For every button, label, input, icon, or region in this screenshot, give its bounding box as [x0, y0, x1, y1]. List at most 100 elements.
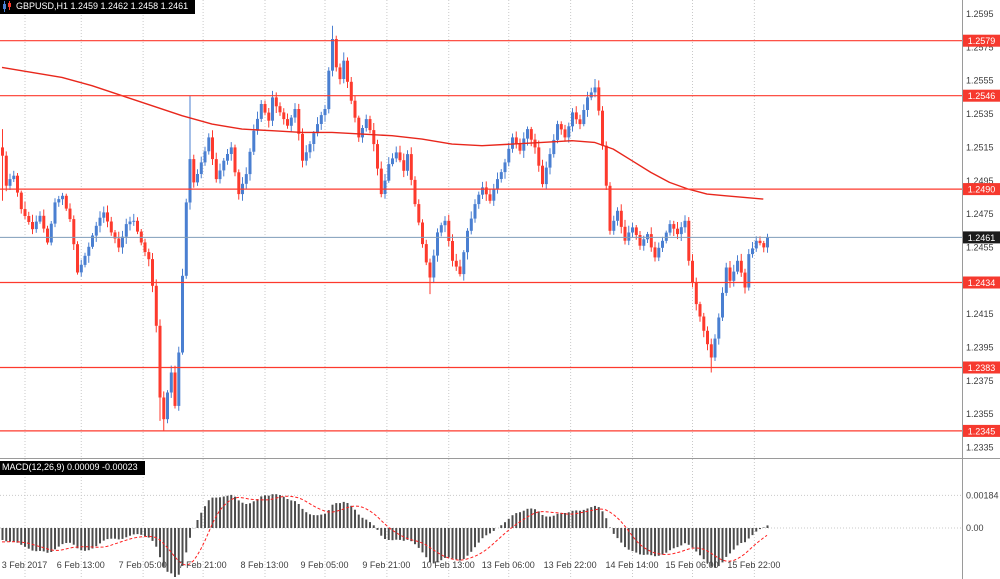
sr-badge-box [963, 34, 1000, 47]
candle-body [499, 172, 503, 179]
candle-body [53, 202, 57, 224]
candle-body [113, 232, 117, 239]
time-tick-label: 8 Feb 13:00 [240, 560, 288, 570]
candle-body [492, 189, 496, 201]
candle-body [559, 124, 563, 130]
candle-body [406, 154, 409, 171]
candle-body [143, 242, 147, 252]
candle-body [421, 222, 424, 245]
candle-body [222, 160, 226, 171]
candle-body [623, 226, 627, 241]
candle-body [394, 152, 398, 159]
candle-body [537, 147, 541, 166]
candle-body [526, 129, 529, 139]
macd-layer [0, 494, 962, 577]
candle-body [383, 180, 387, 194]
candle-body [417, 204, 421, 223]
candle-body [533, 139, 537, 148]
candle-body [758, 240, 762, 244]
candle-body [634, 227, 638, 235]
symbol-ohlc-text: GBPUSD,H1 1.2459 1.2462 1.2458 1.2461 [16, 1, 189, 11]
candles-layer [1, 25, 769, 431]
candle-body [154, 285, 158, 326]
candle-body [541, 165, 544, 185]
candle-body [567, 126, 571, 138]
candle-body [649, 234, 653, 248]
candle-body [274, 97, 278, 107]
candle-body [312, 133, 316, 144]
candle-body [447, 220, 451, 241]
candle-body [638, 235, 642, 246]
time-tick-label: 14 Feb 14:00 [605, 560, 658, 570]
candle-body [503, 162, 507, 173]
candle-body [668, 224, 672, 233]
candle-body [743, 272, 747, 288]
candle-body [398, 152, 402, 161]
time-tick-label: 15 Feb 22:00 [727, 560, 780, 570]
candle-body [342, 60, 346, 79]
candle-body [627, 232, 631, 241]
candle-body [166, 392, 169, 420]
candle-body [473, 204, 477, 219]
candle-body [488, 194, 492, 201]
candle-body [496, 179, 499, 189]
candle-body [297, 109, 301, 134]
candle-body [106, 212, 109, 222]
price-tick-label: 1.2575 [966, 42, 994, 52]
candle-body [34, 221, 38, 230]
candle-body [46, 228, 49, 243]
candle-body [188, 159, 192, 203]
candle-body [586, 97, 589, 110]
price-tick-label: 1.2515 [966, 142, 994, 152]
candle-body [289, 117, 293, 126]
time-tick-label: 3 Feb 2017 [2, 560, 48, 570]
sr-level-badge: 1.2579 [963, 34, 1000, 47]
candle-body [589, 92, 593, 98]
candle-body [316, 124, 319, 134]
candle-body [338, 67, 342, 80]
candle-body [278, 106, 282, 113]
candle-body [687, 220, 691, 261]
candle-body [413, 179, 417, 205]
macd-label-text: MACD(12,26,9) 0.00009 -0.00023 [2, 462, 138, 472]
candle-body [391, 158, 394, 165]
sr-badge-text: 1.2579 [968, 36, 996, 46]
candle-body [19, 192, 23, 210]
candle-body [199, 162, 203, 174]
candle-body [76, 244, 79, 273]
candle-body [574, 112, 578, 120]
candle-body [439, 225, 443, 233]
candle-body [736, 260, 739, 272]
time-tick-label: 10 Feb 13:00 [422, 560, 475, 570]
candle-body [12, 175, 16, 180]
candle-body [698, 304, 702, 317]
candle-body [124, 224, 128, 237]
current-price-badge: 1.2461 [963, 231, 1000, 244]
sr-level-badge: 1.2383 [963, 361, 1000, 374]
sr-badge-box [963, 183, 1000, 196]
candle-body [263, 104, 267, 113]
price-tick-label: 1.2335 [966, 443, 994, 453]
time-axis-labels: 3 Feb 2017 6 Feb 13:00 7 Feb 05:00 7 Feb 21… [2, 560, 781, 570]
candle-body [484, 187, 488, 195]
candle-body [443, 220, 447, 226]
candle-body [319, 115, 323, 124]
candle-body [271, 97, 274, 121]
sr-level-badge: 1.2434 [963, 276, 1000, 289]
candle-body [109, 221, 113, 233]
time-tick-label: 13 Feb 22:00 [544, 560, 597, 570]
candle-body [301, 133, 304, 161]
candle-body [72, 219, 76, 245]
sr-badge-text: 1.2490 [968, 185, 996, 195]
candle-body [661, 240, 664, 248]
candle-body [507, 148, 511, 163]
candle-body [94, 225, 98, 236]
sr-badge-text: 1.2546 [968, 91, 996, 101]
candle-body [357, 117, 361, 138]
candle-body [147, 252, 151, 260]
candle-body [23, 209, 27, 216]
candle-body [721, 292, 724, 318]
candle-body [672, 224, 676, 229]
candle-body [57, 199, 61, 203]
